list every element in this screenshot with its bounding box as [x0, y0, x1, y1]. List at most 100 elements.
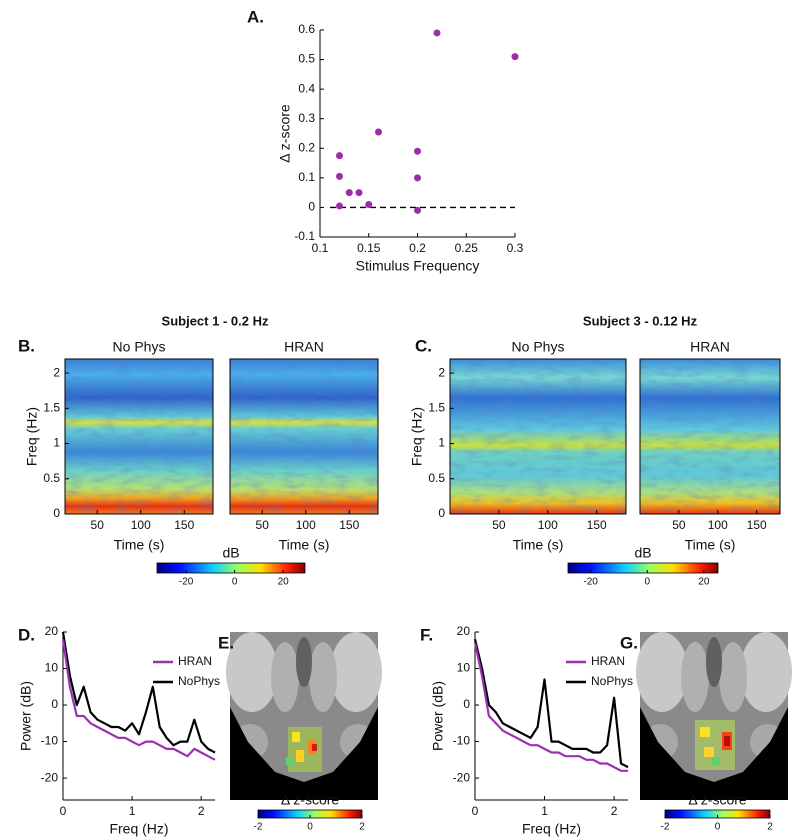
frame	[449, 358, 627, 515]
point	[511, 53, 519, 61]
x-tick-label: 100	[538, 518, 558, 532]
x-tick-label: 50	[91, 518, 105, 532]
colorbar-tick-label: -20	[583, 577, 598, 588]
x-tick-label: 0	[472, 804, 479, 818]
y-tick-label: 10	[457, 661, 471, 675]
legend-label: NoPhys	[591, 674, 633, 688]
x-axis-label: Time (s)	[513, 537, 564, 553]
frame	[229, 358, 379, 515]
y-tick-label: 1	[53, 436, 60, 450]
x-axis-label: Freq (Hz)	[109, 821, 168, 837]
y-tick-label: 1.5	[43, 400, 60, 414]
y-tick-label: 1	[438, 436, 445, 450]
y-axis-label: Power (dB)	[18, 681, 34, 751]
line	[61, 631, 216, 754]
colorbar-tick-label: -2	[661, 822, 670, 833]
colorbar	[156, 562, 306, 574]
y-axis-label: Freq (Hz)	[409, 407, 425, 466]
panel-label: C.	[415, 336, 432, 355]
y-tick-label: 10	[45, 661, 59, 675]
x-axis-label: Time (s)	[114, 537, 165, 553]
panel-title: HRAN	[284, 339, 324, 355]
panel-label: D.	[18, 625, 35, 644]
brain-image	[226, 632, 382, 800]
colorbar-tick-label: 0	[715, 822, 721, 833]
y-tick-label: 0.5	[298, 52, 315, 66]
y-tick-label: 0.2	[298, 140, 315, 154]
chart-title: Subject 3 - 0.12 Hz	[583, 313, 698, 328]
panel-label: G.	[620, 633, 638, 652]
y-tick-label: 2	[438, 365, 445, 379]
line	[473, 639, 629, 769]
y-tick-label: -0.1	[294, 229, 315, 243]
x-tick-label: 50	[672, 518, 686, 532]
point	[433, 29, 441, 37]
panel-label: E.	[218, 633, 234, 652]
y-tick-label: 1.5	[428, 400, 445, 414]
x-tick-label: 2	[198, 804, 205, 818]
line	[61, 639, 216, 761]
colorbar-tick-label: 0	[232, 577, 238, 588]
point	[336, 172, 343, 180]
spectrogram-texture	[65, 359, 213, 514]
panel-label: F.	[420, 625, 433, 644]
y-tick-label: 0.5	[43, 471, 60, 485]
y-tick-label: 20	[457, 624, 471, 638]
point	[336, 202, 343, 210]
point	[414, 174, 421, 182]
x-tick-label: 0.15	[357, 241, 381, 255]
colorbar-tick-label: 2	[767, 822, 773, 833]
y-tick-label: 0	[308, 200, 315, 214]
y-tick-label: 0	[463, 697, 470, 711]
x-axis-label: Time (s)	[685, 537, 736, 553]
y-tick-label: -10	[41, 734, 59, 748]
x-tick-label: 0.25	[455, 241, 479, 255]
frame	[639, 358, 781, 515]
spectrogram-texture	[230, 359, 378, 514]
x-axis-label: Freq (Hz)	[522, 821, 581, 837]
colorbar	[567, 562, 719, 574]
panel-label: A.	[247, 7, 264, 26]
x-tick-label: 50	[256, 518, 270, 532]
point	[345, 189, 353, 197]
x-tick-label: 150	[587, 518, 607, 532]
legend-label: HRAN	[591, 654, 625, 668]
legend-label: HRAN	[178, 654, 212, 668]
chart-title: Subject 1 - 0.2 Hz	[162, 313, 269, 328]
y-axis-label: Power (dB)	[430, 681, 446, 751]
frame	[64, 358, 214, 515]
y-tick-label: 0	[53, 506, 60, 520]
colorbar-tick-label: 2	[359, 822, 365, 833]
y-tick-label: 0.1	[298, 170, 315, 184]
point	[414, 147, 421, 155]
y-tick-label: 0	[51, 697, 58, 711]
colorbar-tick-label: 0	[307, 822, 313, 833]
x-axis-label: Time (s)	[279, 537, 330, 553]
panel-label: B.	[18, 336, 35, 355]
point	[375, 128, 382, 136]
x-axis-label: Stimulus Frequency	[356, 258, 480, 274]
y-axis-label: Freq (Hz)	[24, 407, 40, 466]
spectrogram-texture	[640, 359, 780, 514]
colorbar-label: Δ z-score	[281, 792, 340, 808]
x-tick-label: 0	[60, 804, 67, 818]
panel-title: No Phys	[113, 339, 166, 355]
panel-title: HRAN	[690, 339, 730, 355]
x-tick-label: 50	[492, 518, 506, 532]
x-tick-label: 0.3	[507, 241, 524, 255]
x-tick-label: 100	[131, 518, 151, 532]
colorbar-tick-label: -20	[179, 577, 194, 588]
x-tick-label: 150	[174, 518, 194, 532]
y-tick-label: 0.6	[298, 22, 315, 36]
x-tick-label: 100	[296, 518, 316, 532]
y-tick-label: -20	[41, 770, 59, 784]
panel-title: No Phys	[512, 339, 565, 355]
point	[365, 200, 373, 208]
y-tick-label: 2	[53, 365, 60, 379]
colorbar-label: dB	[634, 545, 651, 561]
spectrogram-texture	[450, 359, 626, 514]
point	[355, 189, 363, 197]
y-axis-label: Δ z-score	[277, 104, 293, 163]
y-tick-label: 0.3	[298, 111, 315, 125]
